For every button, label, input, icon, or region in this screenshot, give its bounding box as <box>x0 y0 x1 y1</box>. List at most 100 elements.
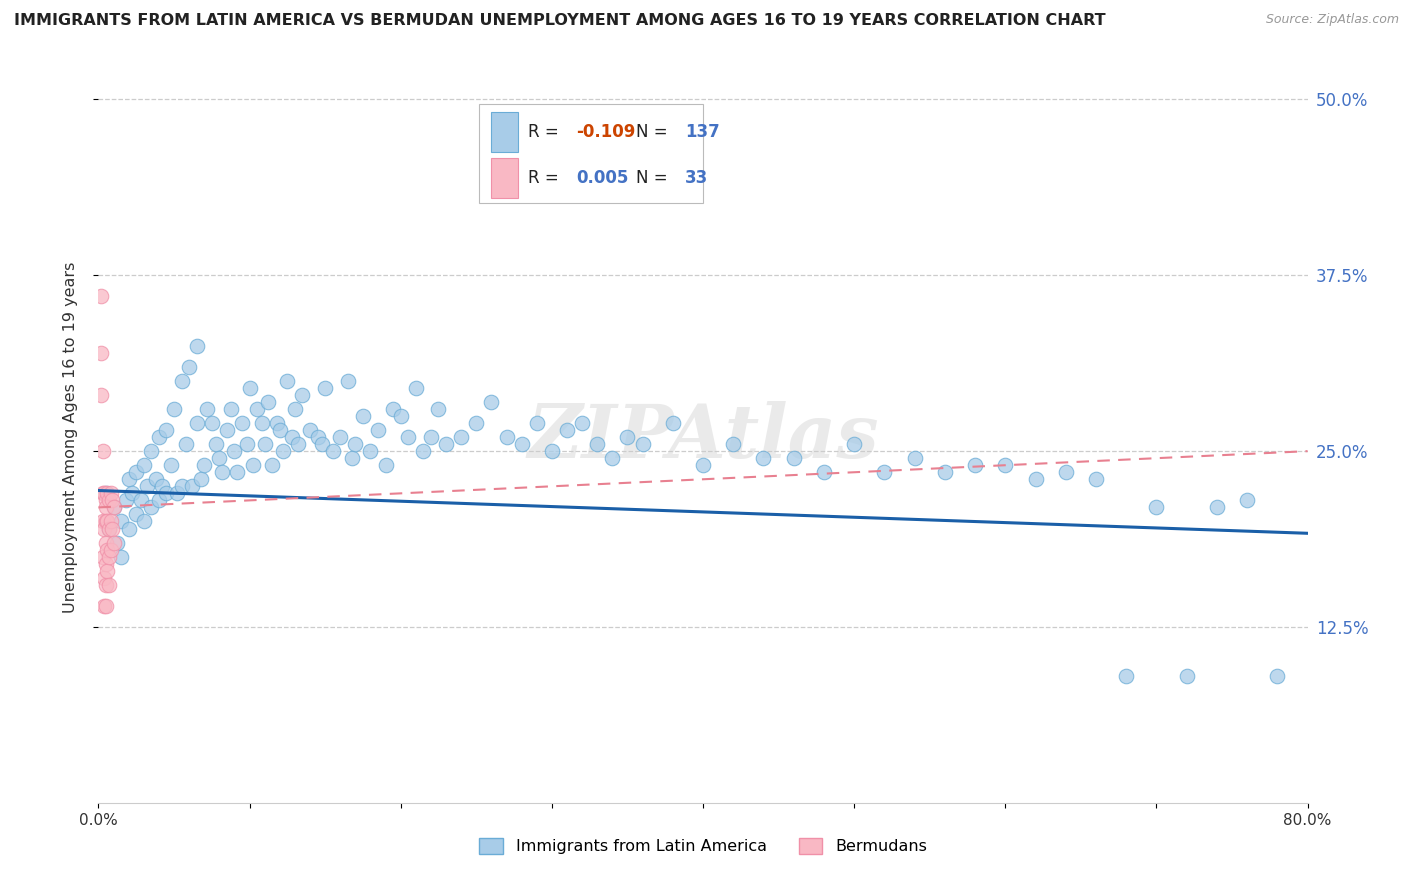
Point <box>226 465 249 479</box>
Point <box>181 479 204 493</box>
Point <box>396 430 419 444</box>
Point <box>110 549 132 564</box>
Point <box>276 374 298 388</box>
Point <box>1206 500 1229 515</box>
Point <box>934 465 956 479</box>
Point <box>145 472 167 486</box>
Point <box>166 486 188 500</box>
Point <box>103 500 125 515</box>
Point <box>141 444 163 458</box>
Point <box>155 486 177 500</box>
Point <box>118 472 141 486</box>
Point <box>322 444 344 458</box>
Point <box>367 423 389 437</box>
Point <box>1236 493 1258 508</box>
Point <box>311 437 333 451</box>
Point <box>135 479 157 493</box>
Point <box>100 486 122 500</box>
Point <box>179 359 201 374</box>
Point <box>389 409 412 423</box>
Point <box>221 401 243 416</box>
Point <box>163 401 186 416</box>
Point <box>91 515 114 529</box>
Point <box>98 521 121 535</box>
Point <box>170 374 193 388</box>
Point <box>98 578 121 592</box>
Point <box>360 444 382 458</box>
Point <box>93 599 115 613</box>
Point <box>299 423 322 437</box>
Y-axis label: Unemployment Among Ages 16 to 19 years: Unemployment Among Ages 16 to 19 years <box>63 261 77 613</box>
Point <box>235 437 257 451</box>
Point <box>420 430 443 444</box>
Point <box>752 451 775 466</box>
Point <box>91 549 114 564</box>
Point <box>382 401 405 416</box>
Point <box>148 493 170 508</box>
Point <box>307 430 329 444</box>
Text: -0.109: -0.109 <box>576 123 636 141</box>
Point <box>160 458 183 473</box>
Point <box>94 535 117 549</box>
Text: N =: N = <box>637 169 673 187</box>
Point <box>631 437 654 451</box>
Point <box>105 535 128 549</box>
Text: R =: R = <box>527 123 564 141</box>
Point <box>193 458 215 473</box>
Point <box>118 521 141 535</box>
Point <box>465 416 488 430</box>
Point <box>526 416 548 430</box>
Point <box>100 515 122 529</box>
Point <box>96 486 118 500</box>
FancyBboxPatch shape <box>492 158 517 198</box>
Point <box>287 437 309 451</box>
Point <box>344 437 367 451</box>
Point <box>329 430 352 444</box>
Point <box>98 493 121 508</box>
Point <box>170 479 193 493</box>
Point <box>412 444 434 458</box>
Point <box>1267 669 1289 683</box>
Point <box>114 493 136 508</box>
Point <box>91 486 114 500</box>
Point <box>602 451 624 466</box>
Point <box>103 535 125 549</box>
Point <box>1085 472 1108 486</box>
Point <box>246 401 269 416</box>
FancyBboxPatch shape <box>479 104 703 203</box>
Point <box>1175 669 1198 683</box>
Point <box>101 521 124 535</box>
Point <box>1144 500 1167 515</box>
Text: 0.005: 0.005 <box>576 169 628 187</box>
Point <box>250 416 273 430</box>
Point <box>190 472 212 486</box>
Point <box>208 451 231 466</box>
Point <box>141 500 163 515</box>
Point <box>231 416 253 430</box>
Point <box>186 416 208 430</box>
Text: 33: 33 <box>685 169 709 187</box>
Point <box>450 430 472 444</box>
Text: Source: ZipAtlas.com: Source: ZipAtlas.com <box>1265 13 1399 27</box>
Point <box>121 486 143 500</box>
Point <box>195 401 218 416</box>
Point <box>1115 669 1137 683</box>
Point <box>205 437 228 451</box>
Point <box>510 437 533 451</box>
Point <box>93 521 115 535</box>
Point <box>96 515 118 529</box>
Point <box>256 395 278 409</box>
Point <box>98 521 121 535</box>
Point <box>211 465 233 479</box>
Point <box>98 549 121 564</box>
Point <box>1054 465 1077 479</box>
Point <box>873 465 896 479</box>
Point <box>132 515 155 529</box>
Point <box>215 423 238 437</box>
Point <box>314 381 336 395</box>
Text: N =: N = <box>637 123 673 141</box>
Point <box>813 465 835 479</box>
Point <box>94 493 117 508</box>
Point <box>266 416 288 430</box>
Point <box>1024 472 1046 486</box>
